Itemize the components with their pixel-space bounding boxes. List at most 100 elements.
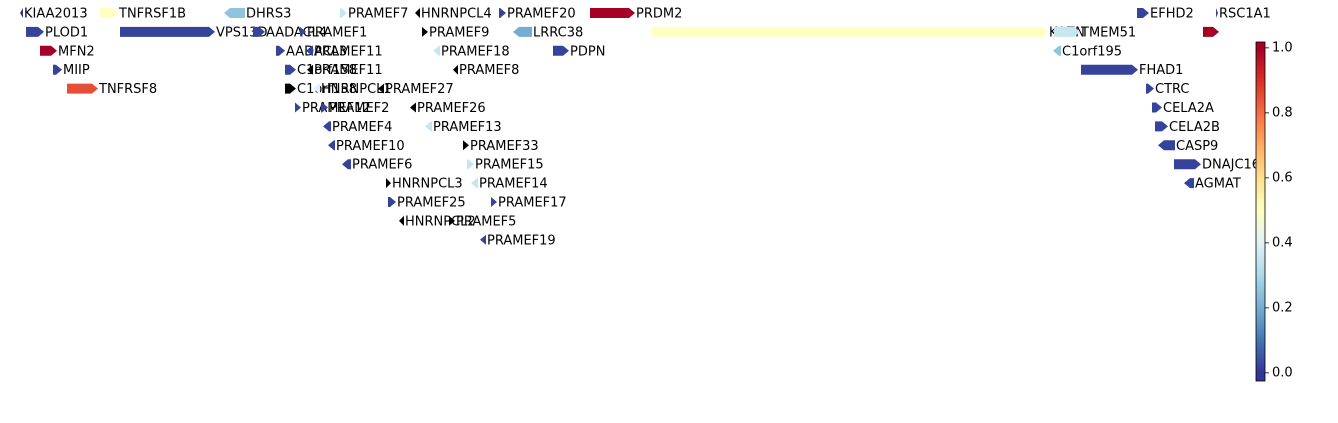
- gene-label: EFHD2: [1150, 7, 1194, 22]
- gene-arrow: [100, 8, 118, 18]
- gene-arrow: [67, 83, 98, 94]
- gene-arrow: [253, 26, 265, 37]
- gene-arrow: [1158, 140, 1175, 151]
- gene-label: PRAMEF11: [314, 63, 383, 78]
- gene-arrow: [499, 8, 506, 18]
- gene-arrow: [1053, 45, 1061, 56]
- gene-label: PRAMEF9: [429, 25, 489, 40]
- gene-arrow: [328, 140, 335, 151]
- gene-label: PRAMEF25: [397, 196, 466, 211]
- colorbar-fill: [1255, 41, 1266, 382]
- gene-arrow: [422, 26, 428, 37]
- gene-label: C1orf158: [297, 82, 357, 97]
- gene-arrow: [449, 215, 455, 226]
- colorbar-tick-label: 0.6: [1272, 170, 1293, 185]
- gene-arrow: [399, 215, 404, 226]
- gene-arrow: [425, 121, 432, 132]
- gene-label: HNRNPCL2: [405, 214, 476, 229]
- gene-arrow: [1155, 121, 1168, 132]
- gene-label: MIIP: [63, 63, 90, 78]
- gene-label: AADACL4: [266, 25, 327, 40]
- gene-arrow: [313, 83, 320, 94]
- gene-arrow: [378, 83, 384, 94]
- gene-label: KIAA2013: [24, 7, 88, 22]
- gene-arrow: [323, 121, 331, 132]
- gene-arrow: [471, 178, 478, 189]
- gene-arrow: [321, 102, 328, 113]
- colorbar-tick-label: 1.0: [1272, 40, 1293, 55]
- gene-label: HNRNPCL1: [321, 82, 392, 97]
- gene-arrow: [553, 45, 569, 56]
- gene-label: PRAMEF2: [329, 101, 389, 116]
- gene-label: CELA2A: [1163, 101, 1214, 116]
- colorbar: 0.0 0.2 0.4 0.6 0.8 1.0: [1255, 40, 1293, 382]
- gene-label: PRAMEF17: [498, 196, 567, 211]
- gene-arrow: [20, 8, 23, 18]
- gene-label: LRRC38: [533, 25, 583, 40]
- gene-arrow: [652, 26, 1048, 37]
- gene-arrow: [491, 197, 497, 207]
- gene-label: TMEM51: [1080, 25, 1136, 40]
- gene-arrow: [415, 8, 420, 18]
- gene-label: RSC1A1: [1219, 7, 1271, 22]
- gene-label: TNFRSF1B: [118, 7, 186, 22]
- gene-label: FHAD1: [1139, 63, 1183, 78]
- gene-label: PRAMEF27: [385, 82, 454, 97]
- gene-arrow: [26, 26, 44, 37]
- gene-label: HNRNPCL3: [392, 177, 463, 192]
- gene-label: CASP9: [1176, 139, 1218, 154]
- gene-label: PRAMEF1: [307, 25, 367, 40]
- gene-label: AADACL3: [286, 44, 347, 59]
- gene-label: PDPN: [570, 44, 605, 59]
- gene-arrow: [513, 26, 532, 37]
- gene-arrow: [590, 8, 635, 18]
- gene-label: PRAMEF11: [314, 44, 383, 59]
- gene-arrow: [1054, 26, 1080, 37]
- gene-arrow: [40, 45, 57, 56]
- gene-label: DHRS3: [246, 7, 291, 22]
- gene-label: PRAMEF7: [348, 7, 408, 22]
- colorbar-tick-label: 0.0: [1272, 365, 1293, 380]
- gene-label: CTRC: [1155, 82, 1189, 97]
- gene-label: PRAMEF13: [433, 120, 502, 135]
- gene-label: PRAMEF12: [302, 101, 371, 116]
- gene-label: C1orf195: [1062, 44, 1122, 59]
- gene-arrow: [463, 140, 469, 151]
- colorbar-tick-label: 0.2: [1272, 300, 1293, 315]
- gene-arrow: [1216, 8, 1218, 18]
- gene-arrow: [1184, 178, 1194, 189]
- gene-label: PRAMEF6: [352, 158, 412, 173]
- gene-label: PLOD1: [45, 25, 88, 40]
- gene-label: AGMAT: [1195, 177, 1241, 192]
- gene-label: PRAMEF14: [479, 177, 548, 192]
- gene-arrow: [1203, 26, 1219, 37]
- gene-arrow: [306, 45, 313, 56]
- gene-label: HNRNPCL4: [421, 7, 492, 22]
- gene-label: DNAJC16: [1202, 158, 1260, 173]
- gene-label: PRAMEF10: [336, 139, 405, 154]
- gene-label: PRAMEF20: [507, 7, 576, 22]
- colorbar-tick-label: 0.8: [1272, 105, 1293, 120]
- gene-arrow: [1152, 102, 1162, 113]
- gene-label: PRAMEF26: [417, 101, 486, 116]
- gene-arrow: [1081, 64, 1138, 75]
- gene-arrow: [340, 8, 347, 18]
- gene-label: PRAMEF33: [470, 139, 539, 154]
- gene-label: MFN2: [58, 44, 95, 59]
- gene-label: PRAMEF5: [456, 214, 516, 229]
- gene-label: PRAMEF8: [459, 63, 519, 78]
- gene-label: PRAMEF18: [441, 44, 510, 59]
- gene-arrow: [433, 45, 440, 56]
- gene-arrow: [285, 83, 296, 94]
- gene-arrow: [467, 159, 474, 170]
- gene-arrow: [300, 26, 306, 37]
- gene-label: CELA2B: [1169, 120, 1220, 135]
- gene-label: PRAMEF15: [475, 158, 544, 173]
- gene-arrow: [276, 45, 285, 56]
- gene-arrow: [295, 102, 301, 113]
- gene-arrow: [480, 234, 486, 245]
- gene-arrow: [120, 26, 215, 37]
- colorbar-tick-label: 0.4: [1272, 235, 1293, 250]
- gene-arrow: [307, 64, 313, 75]
